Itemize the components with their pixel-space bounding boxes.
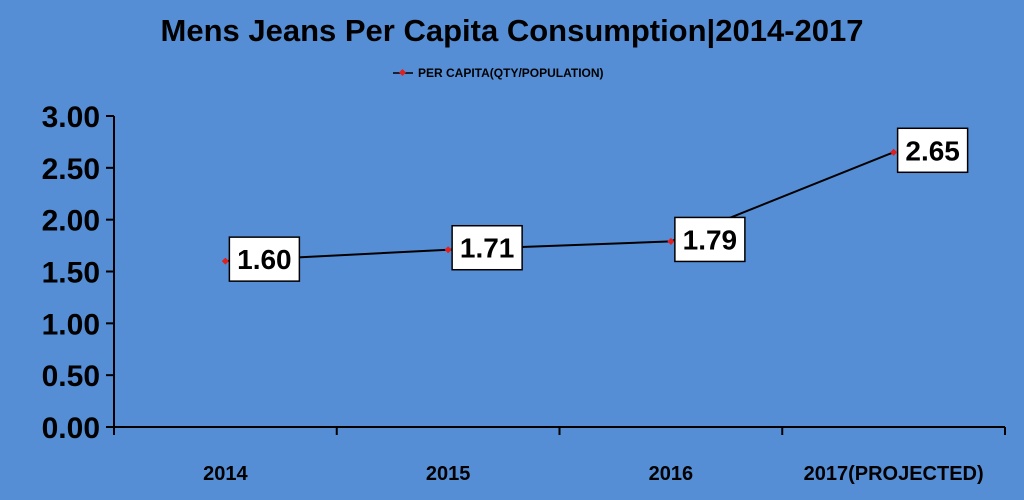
y-tick-label: 3.00 — [42, 101, 100, 134]
data-marker — [444, 246, 452, 254]
x-tick-label: 2017(PROJECTED) — [804, 463, 984, 485]
data-marker — [667, 237, 675, 245]
y-tick-label: 1.00 — [42, 308, 100, 341]
data-label: 1.71 — [460, 233, 515, 264]
legend-label: PER CAPITA(QTY/POPULATION) — [418, 66, 604, 80]
y-tick-label: 0.50 — [42, 360, 100, 393]
data-label: 1.60 — [237, 244, 292, 275]
data-label-box — [228, 236, 301, 282]
series-line — [225, 151, 894, 263]
y-tick-label: 2.50 — [42, 153, 100, 186]
data-markers — [221, 148, 898, 265]
y-tick-label: 1.50 — [42, 257, 100, 290]
y-tick-label: 2.00 — [42, 205, 100, 238]
x-tick-labels: 2014 2015 2016 2017(PROJECTED) — [113, 427, 1006, 485]
data-marker — [890, 148, 898, 156]
data-label: 1.79 — [683, 224, 738, 255]
chart-title: Mens Jeans Per Capita Consumption|2014-2… — [161, 13, 864, 48]
data-marker — [221, 257, 229, 265]
legend-marker — [398, 68, 407, 77]
y-tick-label: 0.00 — [42, 412, 100, 445]
data-label-box — [451, 224, 523, 271]
x-tick-label: 2016 — [649, 463, 694, 485]
data-label-box — [896, 127, 969, 174]
x-tick-label: 2015 — [426, 463, 471, 485]
legend: PER CAPITA(QTY/POPULATION) — [393, 66, 604, 80]
x-tick-label: 2014 — [203, 463, 248, 485]
y-tick-labels: 0.00 0.50 1.00 1.50 2.00 2.50 3.00 — [42, 101, 114, 445]
data-label-box — [674, 216, 746, 263]
data-labels: 1.60 1.71 1.79 2.65 — [228, 127, 969, 282]
data-label: 2.65 — [905, 135, 960, 166]
